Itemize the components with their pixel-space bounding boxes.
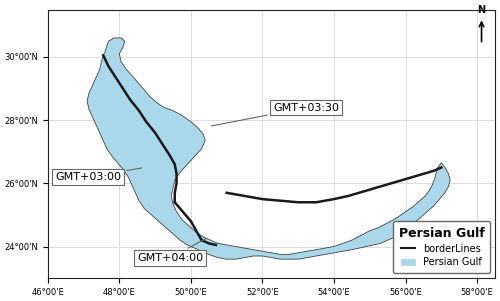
Polygon shape [87,38,450,259]
Text: GMT+03:30: GMT+03:30 [212,103,339,126]
Text: GMT+03:00: GMT+03:00 [55,168,142,182]
Legend: borderLines, Persian Gulf: borderLines, Persian Gulf [392,221,490,273]
Text: N: N [478,5,486,15]
Text: GMT+04:00: GMT+04:00 [137,238,206,263]
